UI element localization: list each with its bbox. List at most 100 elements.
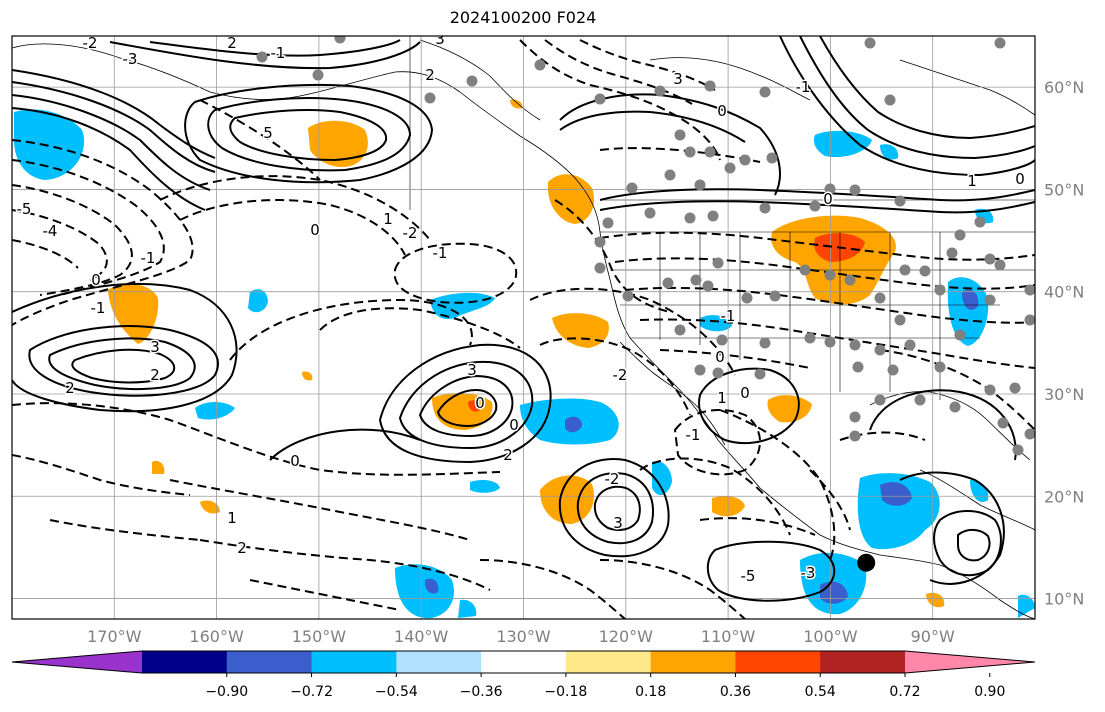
- station-dot: [766, 152, 778, 164]
- contour-label: -1: [91, 299, 106, 317]
- contour-label: 3: [613, 514, 623, 532]
- contour-label: 0: [1015, 170, 1025, 188]
- lat-tick-label: 30°N: [1044, 385, 1084, 404]
- contour-label: 0: [310, 221, 320, 239]
- station-dot: [949, 401, 961, 413]
- contour-label: -1: [721, 307, 736, 325]
- contour-label: 3: [467, 361, 477, 379]
- station-dot: [759, 86, 771, 98]
- station-dot: [712, 367, 724, 379]
- contour-label: -1: [141, 249, 156, 267]
- lat-tick-label: 50°N: [1044, 180, 1084, 199]
- station-dot: [594, 93, 606, 105]
- colorbar-tick-label: 0.36: [720, 684, 751, 700]
- colorbar-tick-labels: −0.90 −0.72 −0.54 −0.36 −0.18 0.18 0.36 0.54 0.7…: [205, 673, 1005, 700]
- shade-blob: [248, 289, 268, 313]
- contour-label: -5: [17, 200, 32, 218]
- contour-label: -2: [83, 34, 98, 52]
- station-dot: [769, 290, 781, 302]
- station-dot: [704, 80, 716, 92]
- colorbar-tick-label: −0.36: [460, 684, 503, 700]
- station-dot: [334, 36, 346, 44]
- location-marker: [857, 553, 876, 572]
- shade-blob: [302, 371, 313, 381]
- station-dot: [424, 92, 436, 104]
- contour-label: -2: [613, 366, 628, 384]
- station-dot: [712, 257, 724, 269]
- station-dot: [466, 75, 478, 87]
- shade-blob: [547, 174, 595, 224]
- lat-tick-label: 20°N: [1044, 487, 1084, 506]
- contour-label: -2: [403, 224, 418, 242]
- contour-label: -3: [801, 564, 816, 582]
- station-dot: [864, 37, 876, 49]
- lon-tick-label: 150°W: [292, 627, 347, 646]
- contour-label: 1: [227, 509, 237, 527]
- contour-label: -1: [433, 244, 448, 262]
- station-dot: [844, 274, 856, 286]
- colorbar-segment: [311, 651, 397, 673]
- colorbar-tick-label: 0.18: [635, 684, 666, 700]
- station-dot: [984, 384, 996, 396]
- station-dot: [694, 179, 706, 191]
- station-dot: [694, 364, 706, 376]
- station-dot: [984, 294, 996, 306]
- positive-shading: [108, 99, 945, 608]
- station-dot: [799, 264, 811, 276]
- lon-tick-label: 130°W: [496, 627, 551, 646]
- colorbar-tick-label: 0.54: [805, 684, 836, 700]
- station-dot: [674, 129, 686, 141]
- station-dot: [1024, 284, 1035, 296]
- station-dot: [934, 284, 946, 296]
- shade-blob: [108, 283, 159, 344]
- colorbar-outline: [11, 650, 1036, 674]
- station-dot: [994, 37, 1006, 49]
- contour-label: -4: [43, 222, 58, 240]
- contour-label: 2: [425, 66, 435, 84]
- station-dot: [684, 212, 696, 224]
- latitude-labels: 10°N 20°N 30°N 40°N 50°N 60°N: [1044, 78, 1084, 608]
- station-dot: [824, 336, 836, 348]
- contour-label: 1: [383, 210, 393, 228]
- station-dot: [824, 269, 836, 281]
- station-dot: [914, 394, 926, 406]
- shade-blob: [767, 395, 812, 423]
- longitude-labels: 170°W 160°W 150°W 140°W 130°W 120°W 110°W 100°W…: [87, 627, 955, 646]
- shade-blob: [947, 277, 989, 346]
- colorbar-tick-label: −0.90: [205, 684, 248, 700]
- station-dot: [644, 207, 656, 219]
- map-frame: [11, 35, 1036, 620]
- lat-tick-label: 60°N: [1044, 78, 1084, 97]
- station-dot: [759, 337, 771, 349]
- contour-label: 1: [717, 389, 727, 407]
- station-dot: [849, 184, 861, 196]
- station-dot: [849, 430, 861, 442]
- contour-label: 2: [237, 539, 247, 557]
- station-dot: [716, 334, 728, 346]
- contour-label: 2: [503, 446, 513, 464]
- colorbar-tick-label: −0.18: [544, 684, 587, 700]
- contour-label: -1: [686, 426, 701, 444]
- colorbar: [11, 650, 1036, 674]
- station-dot: [312, 69, 324, 81]
- station-dot: [824, 183, 836, 195]
- station-dot: [759, 202, 771, 214]
- shade-blob: [152, 460, 165, 474]
- station-dot: [256, 51, 268, 63]
- lon-tick-label: 140°W: [394, 627, 449, 646]
- shade-blob: [540, 475, 594, 524]
- colorbar-segment: [820, 651, 906, 673]
- station-dot: [707, 210, 719, 222]
- colorbar-tick-label: 0.90: [974, 684, 1005, 700]
- station-dot: [994, 259, 1006, 271]
- contour-label: 2: [227, 34, 237, 52]
- station-dot: [664, 169, 676, 181]
- station-dot: [954, 329, 966, 341]
- shade-blob: [510, 99, 523, 109]
- station-dot: [904, 339, 916, 351]
- station-dot: [724, 162, 736, 174]
- station-dot: [622, 290, 634, 302]
